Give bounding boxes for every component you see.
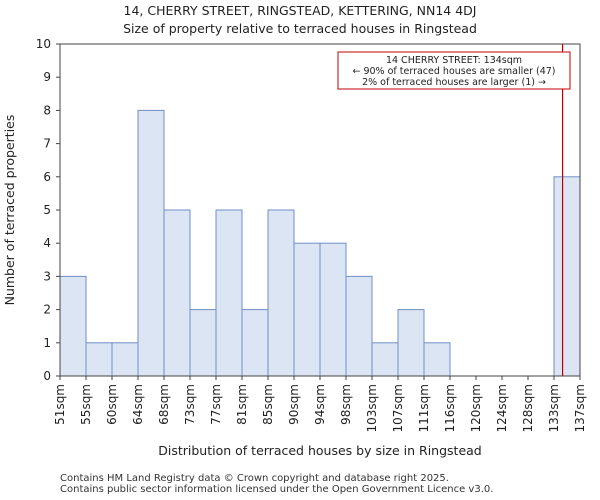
histogram-bar	[267, 209, 295, 377]
histogram-bar	[241, 309, 269, 377]
y-tick-label: 7	[43, 137, 51, 151]
histogram-bar	[189, 309, 217, 377]
x-tick-label: 94sqm	[313, 384, 327, 425]
y-tick-label: 5	[43, 203, 51, 217]
x-tick-label: 64sqm	[131, 384, 145, 425]
y-tick-label: 3	[43, 269, 51, 283]
x-tick-label: 128sqm	[521, 384, 535, 432]
x-tick-label: 60sqm	[105, 384, 119, 425]
annotation-box	[337, 51, 571, 90]
y-tick-label: 10	[36, 37, 51, 51]
footer-licence: Contains public sector information licen…	[60, 484, 494, 495]
annotation-line: 2% of terraced houses are larger (1) →	[362, 77, 546, 88]
footer-copyright: Contains HM Land Registry data © Crown c…	[60, 473, 449, 484]
x-tick-label: 68sqm	[157, 384, 171, 425]
y-axis-label: Number of terraced properties	[2, 115, 17, 306]
histogram-bar	[59, 275, 87, 377]
y-tick-label: 4	[43, 236, 51, 250]
x-tick-label: 51sqm	[53, 384, 67, 425]
histogram-bar	[137, 109, 165, 377]
x-tick-label: 107sqm	[391, 384, 405, 432]
histogram-bar	[319, 242, 347, 377]
histogram-bar	[163, 209, 191, 377]
histogram-bar	[423, 342, 451, 377]
y-tick-label: 8	[43, 103, 51, 117]
chart-title-line-1: 14, CHERRY STREET, RINGSTEAD, KETTERING,…	[123, 3, 477, 18]
x-tick-label: 98sqm	[339, 384, 353, 425]
x-tick-label: 137sqm	[573, 384, 587, 432]
histogram-bar	[85, 342, 113, 377]
x-tick-label: 73sqm	[183, 384, 197, 425]
x-tick-label: 85sqm	[261, 384, 275, 425]
x-tick-label: 55sqm	[79, 384, 93, 425]
y-tick-label: 2	[43, 303, 51, 317]
histogram-bar	[111, 342, 139, 377]
y-tick-label: 6	[43, 170, 51, 184]
x-tick-label: 133sqm	[547, 384, 561, 432]
y-tick-label: 1	[43, 336, 51, 350]
histogram-bar	[215, 209, 243, 377]
chart-title-line-2: Size of property relative to terraced ho…	[123, 21, 477, 36]
histogram-bar	[397, 309, 425, 377]
histogram-bar	[553, 176, 581, 377]
x-tick-label: 116sqm	[443, 384, 457, 432]
y-tick-label: 0	[43, 369, 51, 383]
histogram-bar	[345, 275, 373, 377]
annotation-line: 14 CHERRY STREET: 134sqm	[386, 55, 522, 66]
x-axis-label: Distribution of terraced houses by size …	[158, 443, 481, 458]
x-tick-label: 103sqm	[365, 384, 379, 432]
x-tick-label: 120sqm	[469, 384, 483, 432]
x-tick-label: 90sqm	[287, 384, 301, 425]
y-tick-label: 9	[43, 70, 51, 84]
x-tick-label: 124sqm	[495, 384, 509, 432]
x-tick-label: 81sqm	[235, 384, 249, 425]
annotation-line: ← 90% of terraced houses are smaller (47…	[352, 66, 555, 77]
histogram-bar	[371, 342, 399, 377]
x-tick-label: 77sqm	[209, 384, 223, 425]
x-tick-label: 111sqm	[417, 384, 431, 432]
histogram-bar	[293, 242, 321, 377]
